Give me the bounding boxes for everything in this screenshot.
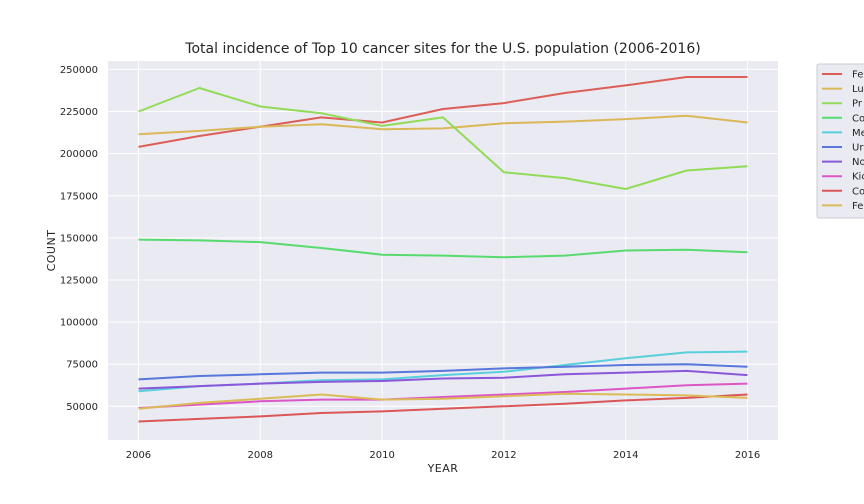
legend-label: Lu (852, 84, 864, 95)
y-tick-label: 50000 (66, 402, 98, 413)
series-line-3 (138, 87, 748, 190)
x-tick-label: 2010 (369, 450, 394, 461)
y-tick-label: 125000 (60, 275, 98, 286)
legend-label: Co (852, 113, 864, 124)
series-line-9 (138, 393, 748, 423)
x-tick-label: 2016 (735, 450, 760, 461)
x-axis-label: YEAR (427, 462, 459, 475)
y-tick-label: 75000 (66, 360, 98, 371)
y-tick-label: 225000 (60, 107, 98, 118)
legend-label: No (852, 157, 864, 168)
series-line-8 (138, 382, 748, 409)
legend-label: Pr (852, 99, 863, 110)
legend: Fe Lu Pr Co Me Ur No Kic Co Fe (816, 63, 864, 219)
series-line-4 (138, 238, 748, 259)
x-tick-label: 2006 (126, 450, 151, 461)
legend-label: Fe (852, 201, 863, 212)
series-lines (138, 76, 748, 423)
x-tick-labels: 2006 2008 2010 2012 2014 2016 (126, 450, 761, 461)
grid-lines (108, 61, 778, 440)
x-tick-label: 2014 (613, 450, 638, 461)
y-tick-label: 100000 (60, 318, 98, 329)
y-axis-label: COUNT (45, 230, 58, 272)
y-tick-labels: 50000 75000 100000 125000 150000 175000 200000… (60, 65, 98, 413)
y-tick-label: 250000 (60, 65, 98, 76)
series-line-2 (138, 114, 748, 136)
y-tick-label: 200000 (60, 149, 98, 160)
legend-label: Kic (852, 172, 864, 183)
chart-title: Total incidence of Top 10 cancer sites f… (184, 41, 700, 57)
legend-label: Ur (852, 143, 864, 154)
x-tick-label: 2008 (248, 450, 273, 461)
legend-label: Fe (852, 70, 863, 81)
series-line-7 (138, 369, 748, 390)
series-line-10 (138, 392, 748, 410)
y-tick-label: 175000 (60, 191, 98, 202)
legend-label: Co (852, 186, 864, 197)
x-tick-label: 2012 (491, 450, 516, 461)
y-tick-label: 150000 (60, 233, 98, 244)
series-line-6 (138, 363, 748, 381)
series-line-1 (138, 76, 748, 148)
legend-label: Me (852, 128, 864, 139)
